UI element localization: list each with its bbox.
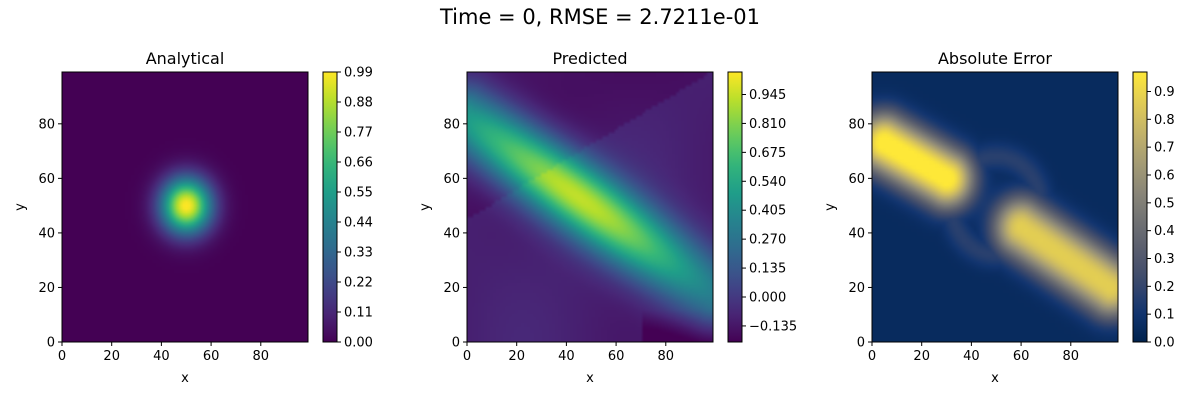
y-tick-label: 60 — [848, 172, 865, 187]
colorbar-tick-label: 0.2 — [1154, 280, 1175, 295]
y-tick-label: 80 — [443, 117, 460, 132]
y-tick-label: 40 — [38, 226, 55, 241]
colorbar-tick-label: 0.6 — [1154, 168, 1175, 183]
panel-1: Predicted 0 20 40 60 80 0 20 40 60 80 x y −0.135 0.000… — [418, 49, 797, 386]
x-tick-label: 20 — [508, 349, 525, 364]
colorbar-tick-label: 0.77 — [344, 126, 373, 141]
colorbar-tick-label: 0.810 — [749, 117, 786, 132]
panel-title: Analytical — [146, 49, 225, 68]
colorbar-frame — [727, 71, 743, 343]
colorbar-tick-label: 0.000 — [749, 291, 786, 306]
heatmap-image — [872, 72, 1118, 342]
colorbar-tick-label: 0.405 — [749, 204, 786, 219]
x-tick-label: 80 — [253, 349, 270, 364]
y-tick-label: 80 — [848, 117, 865, 132]
panel-0: Analytical 0 20 40 60 80 0 20 40 60 80 x y 0.00 0.11 0.… — [13, 49, 373, 386]
colorbar — [323, 72, 337, 342]
y-tick-label: 0 — [47, 336, 55, 351]
panel-title: Absolute Error — [938, 49, 1052, 68]
colorbar-tick-label: 0.945 — [749, 88, 786, 103]
y-tick-label: 40 — [443, 226, 460, 241]
x-tick-label: 80 — [1063, 349, 1080, 364]
x-tick-label: 0 — [58, 349, 66, 364]
y-tick-label: 80 — [38, 117, 55, 132]
x-axis-label: x — [586, 371, 594, 386]
colorbar-tick-label: 0.66 — [344, 156, 373, 171]
y-tick-label: 20 — [848, 281, 865, 296]
colorbar-tick-label: 0.33 — [344, 246, 373, 261]
colorbar-tick-label: 0.675 — [749, 146, 786, 161]
colorbar-tick-label: −0.135 — [749, 319, 797, 334]
colorbar-tick-label: 0.0 — [1154, 336, 1175, 351]
x-tick-label: 60 — [608, 349, 625, 364]
colorbar-tick-label: 0.5 — [1154, 196, 1175, 211]
colorbar-tick-label: 0.135 — [749, 262, 786, 277]
panel-title: Predicted — [552, 49, 627, 68]
y-axis-label: y — [418, 203, 433, 211]
colorbar-tick-label: 0.4 — [1154, 224, 1175, 239]
colorbar-frame — [1132, 71, 1148, 343]
x-tick-label: 60 — [1013, 349, 1030, 364]
colorbar-tick-label: 0.8 — [1154, 113, 1175, 128]
x-tick-label: 0 — [463, 349, 471, 364]
colorbar-tick-label: 0.11 — [344, 306, 373, 321]
plot-frame — [466, 71, 714, 343]
colorbar-tick-label: 0.3 — [1154, 252, 1175, 267]
heatmap-image — [62, 72, 308, 342]
y-tick-label: 0 — [857, 336, 865, 351]
heatmap-image — [467, 72, 713, 342]
x-tick-label: 80 — [658, 349, 675, 364]
y-tick-label: 0 — [452, 336, 460, 351]
colorbar-tick-label: 0.44 — [344, 216, 373, 231]
x-tick-label: 60 — [203, 349, 220, 364]
plot-frame — [61, 71, 309, 343]
colorbar-tick-label: 0.540 — [749, 175, 786, 190]
x-tick-label: 0 — [868, 349, 876, 364]
x-axis-label: x — [991, 371, 999, 386]
colorbar-tick-label: 0.270 — [749, 233, 786, 248]
y-tick-label: 20 — [443, 281, 460, 296]
x-tick-label: 40 — [558, 349, 575, 364]
x-tick-label: 40 — [963, 349, 980, 364]
y-tick-label: 20 — [38, 281, 55, 296]
colorbar — [1133, 72, 1147, 342]
colorbar-tick-label: 0.88 — [344, 96, 373, 111]
x-axis-label: x — [181, 371, 189, 386]
y-tick-label: 40 — [848, 226, 865, 241]
y-axis-label: y — [823, 203, 838, 211]
colorbar-tick-label: 0.7 — [1154, 141, 1175, 156]
colorbar-tick-label: 0.22 — [344, 276, 373, 291]
x-tick-label: 20 — [913, 349, 930, 364]
colorbar-tick-label: 0.00 — [344, 336, 373, 351]
colorbar-tick-label: 0.99 — [344, 66, 373, 81]
y-tick-label: 60 — [443, 172, 460, 187]
x-tick-label: 20 — [103, 349, 120, 364]
figure-suptitle: Time = 0, RMSE = 2.7211e-01 — [439, 5, 760, 29]
colorbar-tick-label: 0.1 — [1154, 308, 1175, 323]
colorbar-tick-label: 0.55 — [344, 186, 373, 201]
y-axis-label: y — [13, 203, 28, 211]
colorbar-tick-label: 0.9 — [1154, 85, 1175, 100]
x-tick-label: 40 — [153, 349, 170, 364]
colorbar-frame — [322, 71, 338, 343]
colorbar — [728, 72, 742, 342]
plot-frame — [871, 71, 1119, 343]
panel-2: Absolute Error 0 20 40 60 80 0 20 40 60 80 x y 0.0 0.1… — [823, 49, 1175, 386]
y-tick-label: 60 — [38, 172, 55, 187]
